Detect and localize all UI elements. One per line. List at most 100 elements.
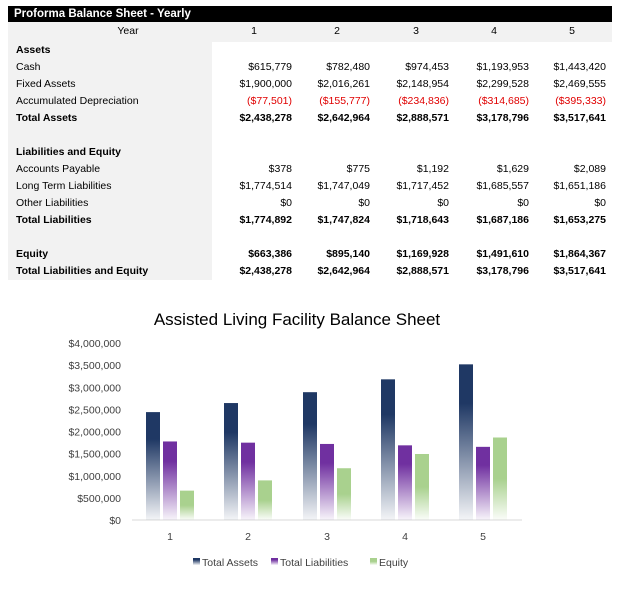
row-label: Fixed Assets [16, 78, 76, 90]
cell-value: $1,685,557 [476, 180, 529, 192]
cell-value: $1,774,892 [239, 214, 292, 226]
table-row: Assets [8, 42, 612, 59]
cell-value: $1,629 [496, 163, 529, 175]
cell-value: $0 [358, 197, 370, 209]
cell-value: $2,299,528 [476, 78, 529, 90]
bar-total-liabilities [476, 446, 490, 520]
year-header-1: 1 [251, 25, 257, 37]
bar-equity [180, 490, 194, 520]
legend-label: Total Liabilities [280, 557, 348, 569]
x-tick-label: 5 [480, 531, 486, 543]
legend-label: Total Assets [202, 557, 258, 569]
row-label: Other Liabilities [16, 197, 89, 209]
cell-value: ($155,777) [319, 95, 370, 107]
chart-title: Assisted Living Facility Balance Sheet [154, 310, 441, 329]
x-tick-label: 1 [167, 531, 173, 543]
row-label: Accounts Payable [16, 163, 101, 175]
cell-value: $1,864,367 [553, 248, 606, 260]
cell-value: $1,718,643 [396, 214, 449, 226]
cell-value: $615,779 [248, 61, 292, 73]
y-tick-label: $2,000,000 [68, 427, 121, 439]
table-row [8, 229, 612, 246]
table-row [8, 127, 612, 144]
table-row: Fixed Assets $1,900,000 $2,016,261 $2,148,9… [8, 76, 612, 93]
cell-value: ($314,685) [478, 95, 529, 107]
legend-label: Equity [379, 557, 409, 569]
y-tick-label: $4,000,000 [68, 338, 121, 350]
bar-equity [415, 453, 429, 520]
year-header-3: 3 [413, 25, 419, 37]
bar-total-liabilities [398, 445, 412, 520]
table-row: Equity $663,386 $895,140 $1,169,928 $1,491,6… [8, 246, 612, 263]
cell-value: $0 [437, 197, 449, 209]
row-label: Liabilities and Equity [16, 146, 122, 158]
legend-swatch [370, 558, 377, 565]
x-tick-label: 3 [324, 531, 330, 543]
cell-value: $1,687,186 [476, 214, 529, 226]
cell-value: $782,480 [326, 61, 370, 73]
cell-value: $3,517,641 [553, 265, 606, 277]
table-row: Total Liabilities and Equity $2,438,278 $2… [8, 263, 612, 280]
cell-value: $2,438,278 [239, 265, 292, 277]
bar-total-assets [224, 403, 238, 520]
row-label: Assets [16, 44, 51, 56]
cell-value: $2,089 [573, 163, 606, 175]
year-header-4: 4 [491, 25, 497, 37]
balance-sheet-table: Proforma Balance Sheet - Yearly Year Ass… [8, 6, 612, 280]
y-tick-label: $1,500,000 [68, 449, 121, 461]
cell-value: $0 [517, 197, 529, 209]
bar-total-assets [459, 364, 473, 520]
cell-value: $2,438,278 [239, 112, 292, 124]
cell-value: $2,642,964 [317, 265, 370, 277]
cell-value: $378 [268, 163, 292, 175]
cell-value: $1,193,953 [476, 61, 529, 73]
row-label: Cash [16, 61, 41, 73]
cell-value: $3,178,796 [476, 112, 529, 124]
legend-swatch [271, 558, 278, 565]
row-label: Equity [16, 248, 49, 260]
balance-chart: Assisted Living Facility Balance Sheet $… [68, 310, 522, 569]
label-column-bg [8, 22, 212, 280]
y-tick-label: $0 [109, 515, 121, 527]
bar-total-assets [303, 392, 317, 520]
cell-value: $2,888,571 [396, 265, 449, 277]
cell-value: ($234,836) [398, 95, 449, 107]
table-row: Total Liabilities $1,774,892 $1,747,824 $1,… [8, 212, 612, 229]
year-header-2: 2 [334, 25, 340, 37]
cell-value: $1,192 [416, 163, 449, 175]
bar-equity [258, 480, 272, 520]
cell-value: $2,016,261 [317, 78, 370, 90]
sheet-title: Proforma Balance Sheet - Yearly [8, 6, 612, 22]
table-row: Other Liabilities $0 $0 $0 $0 $0 [8, 195, 612, 212]
bar-total-assets [146, 412, 160, 520]
cell-value: $663,386 [248, 248, 292, 260]
cell-value: $0 [594, 197, 606, 209]
year-label: Year [117, 25, 139, 37]
cell-value: $1,774,514 [239, 180, 292, 192]
cell-value: $775 [346, 163, 370, 175]
bar-total-liabilities [320, 443, 334, 520]
cell-value: $895,140 [326, 248, 370, 260]
bar-equity [493, 437, 507, 520]
y-tick-label: $2,500,000 [68, 404, 121, 416]
year-header-row: Year [8, 22, 612, 42]
bar-total-liabilities [163, 441, 177, 520]
cell-value: $1,747,049 [317, 180, 370, 192]
cell-value: $2,888,571 [396, 112, 449, 124]
x-tick-label: 4 [402, 531, 408, 543]
year-header-5: 5 [569, 25, 575, 37]
cell-value: $1,443,420 [553, 61, 606, 73]
row-label: Total Liabilities and Equity [16, 265, 149, 277]
cell-value: $1,900,000 [239, 78, 292, 90]
row-label: Long Term Liabilities [16, 180, 112, 192]
row-label: Total Assets [16, 112, 78, 124]
cell-value: $3,517,641 [553, 112, 606, 124]
bar-equity [337, 468, 351, 520]
bar-total-liabilities [241, 442, 255, 520]
table-row: Cash $615,779 $782,480 $974,453 $1,193,953 $1… [8, 59, 612, 76]
cell-value: $1,651,186 [553, 180, 606, 192]
cell-value: $1,747,824 [317, 214, 370, 226]
y-tick-label: $1,000,000 [68, 471, 121, 483]
cell-value: $1,491,610 [476, 248, 529, 260]
row-label: Accumulated Depreciation [16, 95, 139, 107]
